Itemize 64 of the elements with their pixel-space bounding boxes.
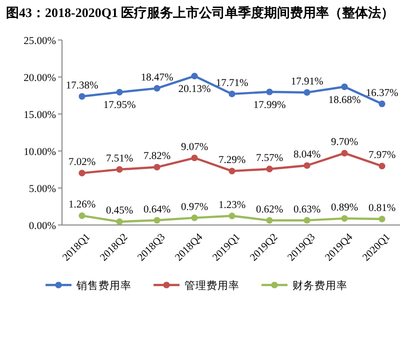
- point: [154, 216, 160, 224]
- data-label: 0.63%: [293, 204, 321, 216]
- data-label: 7.29%: [218, 155, 246, 166]
- y-tick-label: 15.00%: [24, 110, 56, 121]
- data-label: 20.13%: [178, 84, 211, 96]
- data-label: 18.68%: [328, 94, 361, 106]
- y-tick-label: 10.00%: [24, 147, 56, 158]
- data-label: 17.91%: [290, 76, 324, 88]
- data-label: 8.04%: [293, 150, 321, 161]
- point: [266, 88, 273, 96]
- data-label: 17.99%: [253, 100, 286, 111]
- point: [116, 218, 123, 225]
- data-label: 7.57%: [256, 152, 284, 164]
- point: [154, 85, 160, 92]
- data-label: 17.95%: [103, 100, 136, 112]
- point: [154, 164, 160, 170]
- y-tick-label: 25.00%: [24, 36, 56, 47]
- point: [378, 216, 386, 222]
- data-label: 16.37%: [366, 88, 398, 99]
- point: [378, 100, 386, 108]
- point: [78, 93, 86, 100]
- data-label: 0.45%: [106, 206, 134, 217]
- data-label: 0.89%: [330, 202, 358, 214]
- y-tick-label: 5.00%: [28, 184, 56, 195]
- point: [266, 166, 273, 172]
- chart-title: 图43：2018-2020Q1 医疗服务上市公司单季度期间费用率（整体法）: [6, 5, 394, 20]
- point: [304, 89, 310, 96]
- data-label: 7.51%: [106, 153, 134, 164]
- data-label: 0.64%: [143, 204, 171, 216]
- point: [341, 83, 348, 90]
- point: [78, 212, 86, 219]
- point: [191, 214, 198, 222]
- data-label: 17.38%: [66, 80, 98, 92]
- point: [228, 212, 236, 220]
- y-tick-label: 20.00%: [24, 73, 56, 84]
- point: [116, 88, 123, 96]
- point: [304, 217, 310, 224]
- data-label: 7.97%: [368, 150, 396, 162]
- point: [341, 215, 348, 222]
- point: [378, 162, 386, 170]
- point: [228, 168, 236, 174]
- y-tick-label: 0.00%: [28, 221, 56, 232]
- point: [78, 170, 86, 176]
- data-label: 17.71%: [216, 78, 248, 89]
- data-label: 1.23%: [218, 200, 246, 211]
- data-label: 9.70%: [330, 137, 358, 148]
- data-label: 0.62%: [256, 204, 284, 216]
- point: [191, 154, 198, 162]
- data-label: 0.81%: [368, 203, 396, 214]
- point: [116, 166, 123, 173]
- point: [191, 72, 198, 80]
- point: [304, 162, 310, 169]
- data-label: 18.47%: [140, 72, 174, 84]
- data-label: 7.82%: [143, 151, 171, 162]
- point: [228, 90, 236, 98]
- legend-label: 财务费用率: [292, 279, 348, 292]
- data-label: 9.07%: [180, 142, 208, 153]
- legend-label: 销售费用率: [76, 279, 132, 292]
- data-label: 0.97%: [180, 202, 208, 213]
- point: [266, 217, 273, 224]
- legend-label: 管理费用率: [184, 279, 240, 292]
- point: [341, 150, 348, 157]
- data-label: 1.26%: [68, 200, 96, 211]
- data-label: 7.02%: [68, 157, 96, 168]
